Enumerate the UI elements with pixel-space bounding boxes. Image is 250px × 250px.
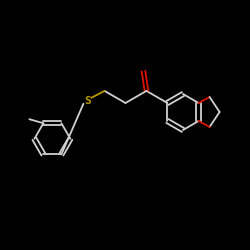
Text: S: S bbox=[84, 96, 91, 106]
